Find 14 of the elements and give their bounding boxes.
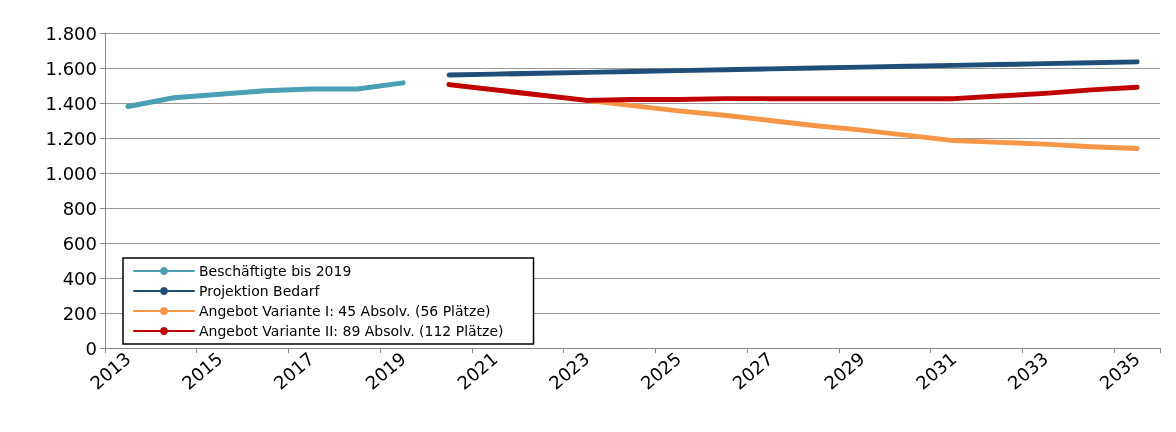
y-tick-label: 0 (85, 337, 97, 359)
y-tick-label: 1.600 (45, 57, 97, 79)
y-tick-label: 200 (62, 302, 97, 324)
y-tick-label: 1.800 (45, 22, 97, 44)
y-tick-label: 1.000 (45, 162, 97, 184)
legend-label: Beschäftigte bis 2019 (199, 263, 352, 279)
legend-label: Angebot Variante I: 45 Absolv. (56 Plätze) (199, 303, 491, 319)
y-tick-label: 400 (62, 267, 97, 289)
legend-label: Projektion Bedarf (199, 283, 321, 299)
y-tick-label: 1.400 (45, 92, 97, 114)
y-tick-label: 800 (62, 197, 97, 219)
y-tick-label: 600 (62, 232, 97, 254)
legend-label: Angebot Variante II: 89 Absolv. (112 Plätze) (199, 323, 504, 339)
y-tick-label: 1.200 (45, 127, 97, 149)
